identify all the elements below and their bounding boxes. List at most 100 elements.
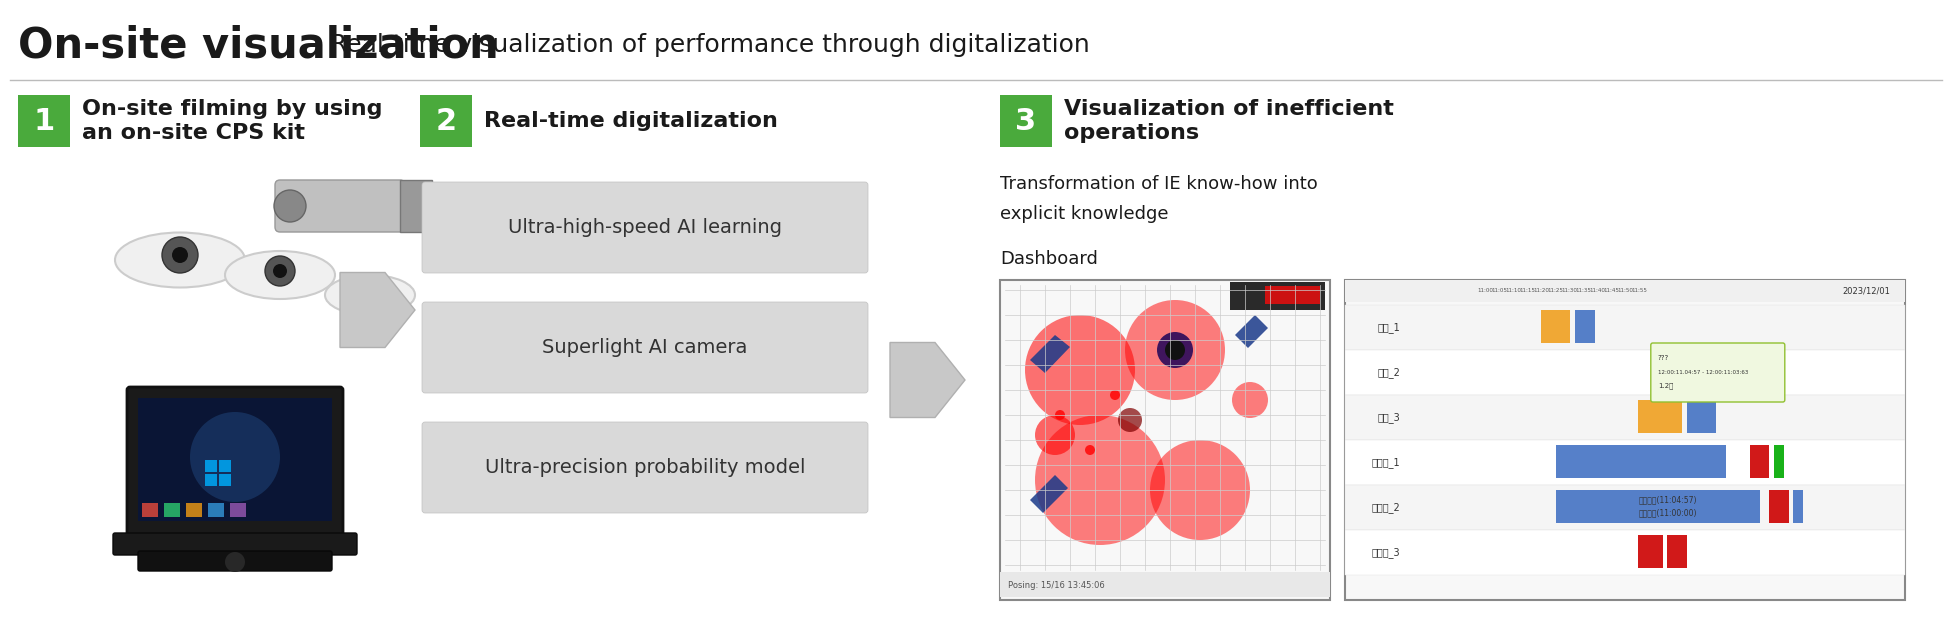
- Circle shape: [1035, 415, 1165, 545]
- FancyBboxPatch shape: [422, 422, 869, 513]
- Text: 2: 2: [435, 107, 457, 135]
- FancyBboxPatch shape: [275, 180, 404, 232]
- Bar: [1345, 485, 1905, 530]
- Bar: [1542, 310, 1569, 343]
- Circle shape: [1124, 300, 1226, 400]
- Circle shape: [265, 256, 295, 286]
- Bar: [1230, 282, 1325, 310]
- Text: Ultra-high-speed AI learning: Ultra-high-speed AI learning: [508, 218, 783, 237]
- Circle shape: [357, 278, 383, 304]
- Polygon shape: [1031, 475, 1068, 513]
- Text: 11:25: 11:25: [1548, 288, 1564, 293]
- FancyBboxPatch shape: [113, 533, 357, 555]
- Text: 11:40: 11:40: [1589, 288, 1605, 293]
- Circle shape: [1165, 340, 1185, 360]
- Bar: [999, 572, 1329, 597]
- Text: Dashboard: Dashboard: [999, 250, 1097, 268]
- Bar: [1345, 440, 1905, 485]
- Text: 11:45: 11:45: [1603, 288, 1618, 293]
- Bar: [1774, 445, 1784, 478]
- Circle shape: [1054, 410, 1066, 420]
- Text: 稼働時間(11:00:00): 稼働時間(11:00:00): [1638, 508, 1696, 517]
- Bar: [1345, 280, 1905, 600]
- Text: 11:35: 11:35: [1575, 288, 1591, 293]
- Bar: [400, 180, 431, 232]
- Bar: [18, 95, 70, 147]
- Polygon shape: [340, 272, 416, 347]
- FancyBboxPatch shape: [422, 302, 869, 393]
- Text: On-site filming by using: On-site filming by using: [82, 99, 383, 119]
- Text: 11:05: 11:05: [1491, 288, 1507, 293]
- Text: ???: ???: [1657, 355, 1669, 361]
- Bar: [219, 474, 230, 486]
- Bar: [1575, 310, 1595, 343]
- Text: 11:55: 11:55: [1632, 288, 1647, 293]
- Bar: [1556, 445, 1726, 478]
- Text: ボード_2: ボード_2: [1370, 502, 1400, 513]
- Text: Real-time digitalization: Real-time digitalization: [484, 111, 779, 131]
- Bar: [142, 503, 158, 517]
- Bar: [1345, 305, 1905, 350]
- Text: 11:15: 11:15: [1519, 288, 1534, 293]
- Bar: [1794, 490, 1804, 523]
- Bar: [139, 398, 332, 521]
- Circle shape: [1111, 390, 1120, 400]
- Text: 2023/12/01: 2023/12/01: [1843, 286, 1890, 295]
- Bar: [1769, 490, 1788, 523]
- Bar: [164, 503, 180, 517]
- Text: 人員_2: 人員_2: [1376, 367, 1400, 378]
- Circle shape: [1085, 445, 1095, 455]
- Bar: [1345, 280, 1905, 302]
- Bar: [209, 503, 224, 517]
- Text: explicit knowledge: explicit knowledge: [999, 205, 1169, 223]
- Text: 稼働時間(11:04:57): 稼働時間(11:04:57): [1638, 495, 1696, 504]
- Ellipse shape: [224, 251, 336, 299]
- Bar: [1667, 535, 1687, 568]
- Text: Posing: 15/16 13:45:06: Posing: 15/16 13:45:06: [1007, 580, 1105, 589]
- Text: 11:10: 11:10: [1505, 288, 1521, 293]
- Circle shape: [273, 190, 306, 222]
- Circle shape: [1232, 382, 1269, 418]
- Ellipse shape: [324, 275, 416, 315]
- Circle shape: [162, 237, 197, 273]
- Circle shape: [189, 412, 279, 502]
- Bar: [1265, 286, 1320, 304]
- Text: Visualization of inefficient: Visualization of inefficient: [1064, 99, 1394, 119]
- Bar: [1638, 400, 1683, 433]
- Circle shape: [1025, 315, 1134, 425]
- Text: an on-site CPS kit: an on-site CPS kit: [82, 123, 305, 143]
- Bar: [1749, 445, 1769, 478]
- FancyBboxPatch shape: [127, 387, 344, 538]
- Bar: [1345, 530, 1905, 575]
- Bar: [1345, 350, 1905, 395]
- Text: Ultra-precision probability model: Ultra-precision probability model: [484, 458, 806, 477]
- Bar: [1663, 355, 1722, 388]
- Bar: [420, 95, 472, 147]
- Text: 12:00:11.04:57 - 12:00:11:03:63: 12:00:11.04:57 - 12:00:11:03:63: [1657, 370, 1749, 375]
- Text: 1: 1: [33, 107, 55, 135]
- Circle shape: [1118, 408, 1142, 432]
- Text: 人員_3: 人員_3: [1378, 412, 1400, 423]
- Text: On-site visualization: On-site visualization: [18, 24, 500, 66]
- FancyBboxPatch shape: [139, 551, 332, 571]
- Bar: [205, 460, 217, 472]
- Circle shape: [1035, 415, 1076, 455]
- Bar: [1687, 400, 1716, 433]
- FancyBboxPatch shape: [1651, 343, 1784, 402]
- Circle shape: [1158, 332, 1193, 368]
- Text: 人員_1: 人員_1: [1378, 322, 1400, 333]
- Bar: [230, 503, 246, 517]
- Text: operations: operations: [1064, 123, 1199, 143]
- Circle shape: [1150, 440, 1249, 540]
- Text: 11:30: 11:30: [1562, 288, 1577, 293]
- Text: ボード_3: ボード_3: [1372, 547, 1400, 558]
- Circle shape: [224, 552, 246, 572]
- Text: ボード_1: ボード_1: [1372, 457, 1400, 468]
- Text: 1.2秒: 1.2秒: [1657, 382, 1673, 389]
- Text: 11:50: 11:50: [1616, 288, 1634, 293]
- Polygon shape: [890, 342, 964, 417]
- Bar: [1556, 490, 1759, 523]
- Text: Real-time visualization of performance through digitalization: Real-time visualization of performance t…: [330, 33, 1089, 57]
- Bar: [205, 474, 217, 486]
- Bar: [1345, 395, 1905, 440]
